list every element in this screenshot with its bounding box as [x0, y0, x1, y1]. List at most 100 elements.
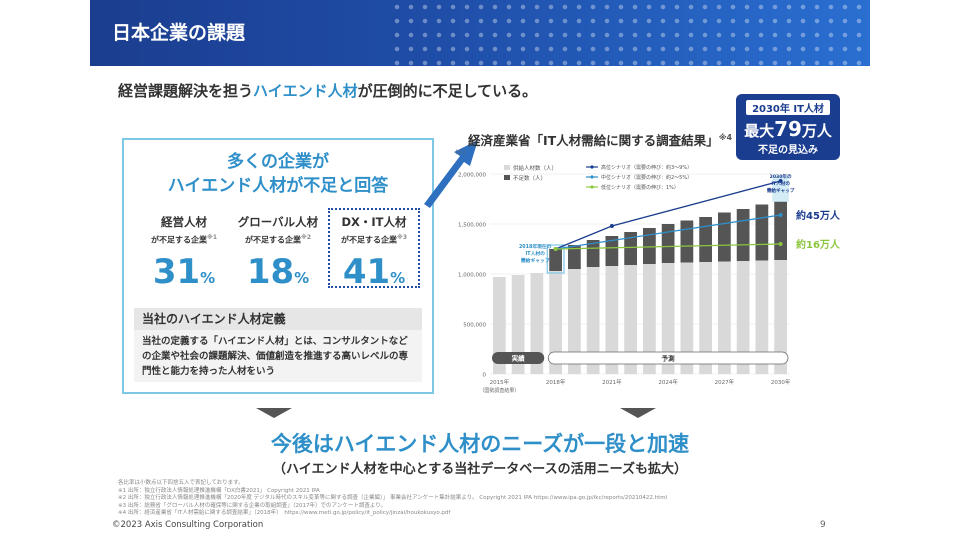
legend-swatch-point	[590, 185, 594, 189]
bar-supply	[605, 266, 619, 374]
copyright: ©2023 Axis Consulting Corporation	[112, 520, 264, 530]
bar-supply	[661, 263, 675, 374]
phase-forecast-pill	[547, 351, 789, 365]
callout-value: 最大79万人	[744, 117, 832, 141]
scenario-point	[778, 242, 783, 246]
gap-2018-annotation: 需給ギャップ	[521, 257, 550, 264]
page-number: 9	[820, 520, 826, 530]
stat-management: 経営人材 が不足する企業※1 31%	[138, 214, 230, 292]
chart-title: 経済産業省「IT人材需給に関する調査結果」※4	[468, 132, 733, 148]
it-talent-chart: 0 500,000 1,000,000 1,500,000 2,000,000 （人） 実績…	[452, 149, 841, 394]
phase-actual-pill	[492, 352, 545, 364]
x-tick-label: 2030年	[771, 378, 791, 386]
bar-shortage	[661, 224, 675, 263]
stat-sub: が不足する企業※2	[244, 234, 311, 245]
stat-value: 18%	[246, 251, 310, 292]
header-bar: 日本企業の課題	[90, 0, 870, 66]
x-tick-label: 2018年	[546, 378, 566, 386]
lead-highlight: ハイエンド人材	[253, 82, 358, 100]
shortage-callout: 2030年 IT人材 最大79万人 不足の見込み	[736, 94, 840, 160]
legend-label: 低位シナリオ（需要の伸び：1%）	[601, 184, 679, 191]
footnotes: 各比率は小数点以下四捨五入で表記しております。 ※1 出所：独立行政法人情報処理…	[118, 480, 758, 518]
bar-supply	[718, 261, 731, 374]
scenario-line	[555, 243, 781, 250]
header-pattern	[390, 0, 870, 66]
footnote[interactable]: ※2 出所：独立行政法人情報処理推進機構「2020年度 デジタル時代のスキル変革…	[118, 495, 668, 501]
gap-2030-annotation: 需給ギャップ	[767, 187, 795, 194]
bar-shortage	[699, 217, 712, 262]
footnote: ※1 出所：独立行政法人情報処理推進機構「DX白書2021」 Copyright…	[118, 487, 320, 494]
y-tick-label: 1,000,000	[458, 273, 486, 279]
down-arrow-icon	[256, 408, 292, 418]
x-tick-note: （国勢調査結果）	[479, 387, 519, 394]
y-tick-label: 0	[483, 373, 487, 379]
gap-2030-annotation: IT人材の	[771, 180, 790, 187]
bar-shortage	[605, 236, 619, 266]
page-title: 日本企業の課題	[112, 22, 246, 44]
footnote: 各比率は小数点以下四捨五入で表記しております。	[118, 480, 244, 486]
bar-supply	[549, 271, 562, 374]
y-tick-label: 1,500,000	[458, 223, 486, 229]
definition-text: 当社の定義する「ハイエンド人材」とは、コンサルタントなどの企業や社会の課題解決、…	[134, 330, 422, 382]
x-tick-label: 2024年	[658, 378, 678, 386]
gap-2018-annotation: IT人材の	[526, 250, 546, 257]
bar-shortage	[586, 240, 600, 267]
callout-label: 2030年 IT人材	[746, 100, 830, 115]
stat-value: 41%	[342, 251, 406, 292]
bar-shortage	[568, 245, 581, 269]
survey-heading: 多くの企業が ハイエンド人材が不足と回答	[124, 150, 432, 198]
scenario-point	[778, 213, 783, 217]
x-tick-label: 2015年	[490, 378, 510, 386]
lead-pre: 経営課題解決を担う	[118, 82, 254, 100]
bar-supply	[774, 260, 787, 374]
survey-box: 多くの企業が ハイエンド人材が不足と回答 経営人材 が不足する企業※1 31% …	[122, 138, 434, 394]
pointer-arrow-icon	[424, 140, 478, 208]
lead-statement: 経営課題解決を担うハイエンド人材が圧倒的に不足している。	[118, 80, 537, 101]
bar-supply	[530, 273, 544, 374]
bar-supply	[643, 264, 656, 374]
bar-shortage	[718, 212, 731, 262]
gap-2018-frame	[546, 244, 565, 274]
callout-note: 不足の見込み	[758, 145, 818, 156]
stat-sub: が不足する企業※1	[150, 234, 217, 245]
footnote[interactable]: ※4 出所：経済産業省「IT人材需給に関する調査結果」（2018年） https…	[118, 510, 451, 516]
legend-label: 供給人材数（人）	[513, 164, 557, 172]
bar-supply	[493, 277, 506, 374]
bar-shortage	[643, 228, 656, 264]
phase-actual-label: 実績	[512, 354, 526, 363]
bar-shortage	[549, 249, 562, 271]
y-axis-unit: （人）	[452, 149, 469, 156]
legend-label: 不足数（人）	[513, 174, 546, 182]
conclusion-headline: 今後はハイエンド人材のニーズが一段と加速	[270, 432, 690, 456]
phase-forecast-label: 予測	[662, 354, 676, 363]
x-tick-label: 2021年	[602, 378, 622, 386]
bar-shortage	[680, 220, 694, 263]
bar-supply	[755, 260, 769, 374]
bar-supply	[624, 265, 637, 374]
bar-shortage	[774, 201, 787, 260]
stat-title: DX・IT人材	[341, 215, 407, 229]
x-tick-label: 2027年	[715, 378, 735, 386]
stat-title: 経営人材	[161, 215, 207, 229]
survey-heading-line1: 多くの企業が	[227, 152, 329, 172]
footnote: ※3 出所：総務省「グローバル人材の確保等に関する企業の取組調査」（2017年）…	[118, 502, 387, 509]
stat-title: グローバル人材	[237, 215, 319, 229]
down-arrow-icon	[620, 408, 656, 418]
stat-dx-it: DX・IT人材 が不足する企業※3 41%	[328, 208, 420, 292]
scenario-point	[553, 247, 558, 251]
stat-global: グローバル人材 が不足する企業※2 18%	[232, 214, 324, 292]
conclusion-sub: （ハイエンド人材を中心とする当社データベースの活用ニーズも拡大）	[273, 462, 687, 477]
lead-post: が圧倒的に不足している。	[357, 82, 538, 100]
legend-label: 高位シナリオ（需要の伸び：約3〜9%）	[601, 164, 692, 171]
bar-supply	[680, 262, 694, 374]
scenario-point	[778, 179, 783, 183]
bar-supply	[699, 262, 712, 374]
legend-swatch-point	[590, 175, 594, 179]
survey-heading-line2: ハイエンド人材が不足と回答	[167, 176, 389, 196]
stat-value: 31%	[152, 251, 216, 292]
scenario-point	[609, 224, 614, 228]
bar-supply	[736, 261, 750, 374]
legend-label: 中位シナリオ（需要の伸び：約2〜5%）	[601, 174, 692, 181]
legend-swatch-supply	[504, 165, 510, 170]
bar-shortage	[736, 209, 750, 261]
